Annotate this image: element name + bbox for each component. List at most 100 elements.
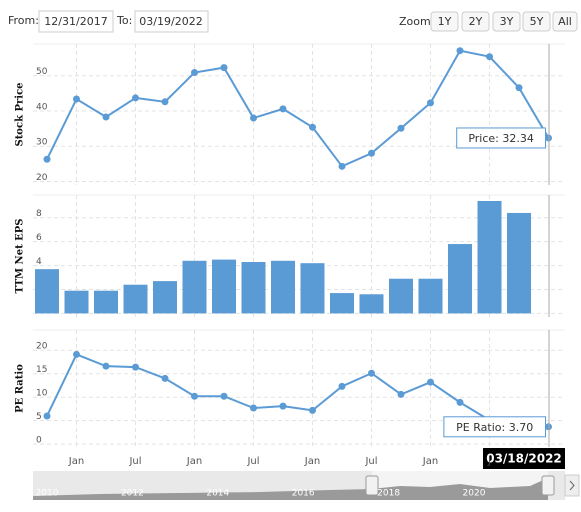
point xyxy=(191,392,198,400)
tooltip-box xyxy=(443,416,546,438)
point xyxy=(279,105,287,113)
point xyxy=(250,114,257,122)
x-tick-label: Jan xyxy=(186,456,202,467)
y-axis-title: Stock Price xyxy=(15,82,26,146)
y-tick-label: 30 xyxy=(36,138,48,148)
navigator-label: 2012 xyxy=(121,489,144,499)
point xyxy=(338,162,346,170)
point xyxy=(279,402,287,410)
point xyxy=(338,382,346,390)
y-tick-label: 4 xyxy=(36,257,42,267)
bar xyxy=(418,278,443,314)
y-tick-label: 5 xyxy=(36,412,42,422)
navigator-handle[interactable] xyxy=(541,475,555,496)
bar xyxy=(241,261,266,314)
y-tick-label: 20 xyxy=(36,173,48,183)
bar xyxy=(64,290,89,314)
x-tick-label: Jan xyxy=(68,456,84,467)
to-input[interactable]: 03/19/2022 xyxy=(139,15,202,28)
zoom-button[interactable] xyxy=(522,11,551,32)
y-tick-label: 0 xyxy=(36,436,42,446)
tooltip: PE Ratio: 3.70 xyxy=(456,421,533,434)
point xyxy=(220,64,228,72)
from-input-box[interactable] xyxy=(38,10,114,33)
point xyxy=(102,362,110,370)
zoom-label: Zoom: xyxy=(399,15,434,28)
y-tick-label: 50 xyxy=(36,67,48,77)
y-tick-label: 10 xyxy=(36,389,48,399)
point xyxy=(427,99,434,107)
navigator-label: 2014 xyxy=(206,489,229,499)
navigator-label: 2018 xyxy=(377,489,400,499)
navigator-label: 2016 xyxy=(292,489,315,499)
bar xyxy=(330,293,354,314)
bar xyxy=(182,260,207,314)
point xyxy=(250,404,257,412)
bar xyxy=(359,294,384,314)
bar xyxy=(212,259,236,314)
x-tooltip-box xyxy=(483,448,565,469)
zoom-button[interactable] xyxy=(430,11,459,32)
y-tick-label: 40 xyxy=(36,102,48,112)
navigator-handle[interactable] xyxy=(365,475,379,496)
point xyxy=(43,155,51,163)
point xyxy=(427,378,434,386)
bar xyxy=(389,278,413,314)
point xyxy=(73,350,80,358)
navigator-label: 2010 xyxy=(36,489,59,499)
zoom-button-label[interactable]: All xyxy=(558,15,572,28)
point xyxy=(43,412,51,420)
y-tick-label: 15 xyxy=(36,365,47,375)
x-tick-label: Jul xyxy=(364,456,377,467)
zoom-button-label[interactable]: 2Y xyxy=(469,15,483,28)
bar xyxy=(477,200,502,314)
x-tick-label: Jul xyxy=(246,456,259,467)
bar xyxy=(271,260,295,314)
zoom-button[interactable] xyxy=(492,11,521,32)
bar xyxy=(123,284,148,314)
y-tick-label: 20 xyxy=(36,342,48,352)
zoom-button-label[interactable]: 1Y xyxy=(438,15,452,28)
tooltip-box xyxy=(456,127,547,149)
point xyxy=(368,149,375,157)
point xyxy=(368,369,375,377)
point xyxy=(456,47,464,55)
point xyxy=(161,98,169,106)
scroll-button[interactable] xyxy=(564,474,580,497)
x-tick-label: Jan xyxy=(422,456,438,467)
y-tick-label: 6 xyxy=(36,233,42,243)
y-axis-title: TTM Net EPS xyxy=(15,218,26,293)
from-input[interactable]: 12/31/2017 xyxy=(44,15,107,28)
point xyxy=(191,69,198,77)
bar xyxy=(300,263,325,314)
zoom-button-label[interactable]: 3Y xyxy=(500,15,514,28)
point xyxy=(456,398,464,406)
to-input-box[interactable] xyxy=(134,10,209,33)
point xyxy=(397,390,405,398)
bar xyxy=(35,269,59,314)
point xyxy=(73,95,80,103)
y-axis-title: PE Ratio xyxy=(15,364,26,413)
from-label: From: xyxy=(8,14,39,27)
x-tick-label: J xyxy=(487,456,491,467)
point xyxy=(309,123,316,131)
zoom-button[interactable] xyxy=(552,11,578,32)
to-label: To: xyxy=(116,14,132,27)
x-tick-label: Jan xyxy=(304,456,320,467)
scroll-arrow xyxy=(569,480,575,491)
x-tooltip: 03/18/2022 xyxy=(486,452,562,466)
zoom-button[interactable] xyxy=(461,11,490,32)
point xyxy=(132,363,139,371)
y-tick-label: 8 xyxy=(36,209,42,219)
navigator-label: 2020 xyxy=(463,489,486,499)
point xyxy=(102,113,110,121)
line xyxy=(46,49,550,168)
x-tick-label: Jul xyxy=(128,456,141,467)
point xyxy=(515,84,523,92)
bar xyxy=(153,281,177,314)
point xyxy=(397,124,405,132)
bar xyxy=(448,244,472,314)
zoom-button-label[interactable]: 5Y xyxy=(530,15,544,28)
line xyxy=(46,353,549,428)
